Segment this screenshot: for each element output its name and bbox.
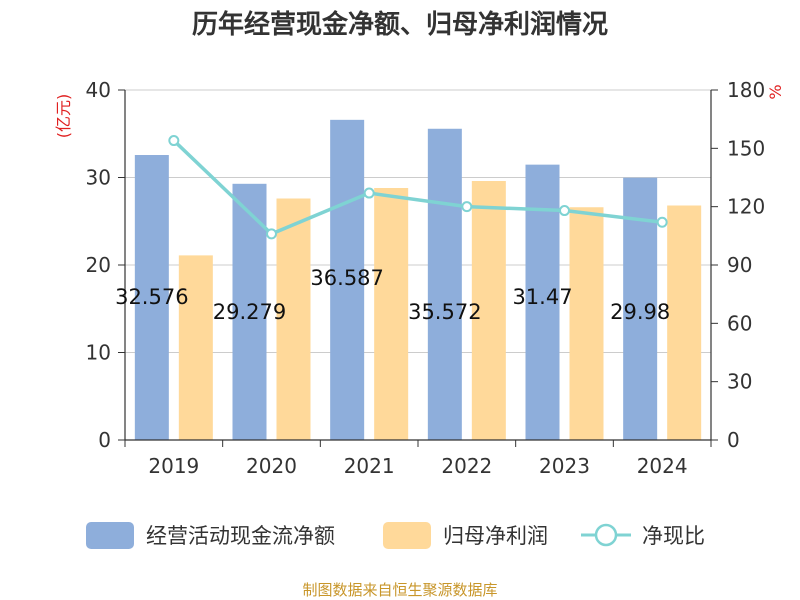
right-tick-label: 60: [727, 311, 752, 335]
source-note: 制图数据来自恒生聚源数据库: [302, 581, 497, 599]
bars: [134, 119, 702, 441]
left-tick-label: 0: [98, 428, 111, 452]
net-cash-ratio-point[interactable]: [656, 216, 668, 228]
net-cash-ratio-point[interactable]: [266, 228, 277, 240]
x-tick-label: 2020: [246, 454, 297, 478]
right-tick-label: 150: [727, 136, 765, 160]
x-tick-label: 2022: [441, 454, 492, 478]
right-tick-label: 180: [727, 78, 765, 102]
net-cash-ratio-point[interactable]: [168, 135, 180, 147]
cash-flow-data-label: 29.98: [610, 300, 670, 324]
right-tick-label: 30: [727, 370, 752, 394]
data-labels: 32.576 29.279 36.587 35.572 31.47 29.98: [115, 266, 670, 324]
cash-flow-bar[interactable]: [232, 183, 267, 441]
net-cash-ratio-point[interactable]: [461, 201, 473, 213]
right-tick-label: 90: [727, 253, 752, 277]
legend-label-profit: 归母净利润: [443, 524, 548, 548]
legend-swatch-profit: [383, 522, 431, 549]
right-axis-unit: %: [766, 84, 785, 99]
net-profit-bar[interactable]: [374, 188, 409, 440]
x-tick-label: 2019: [148, 454, 199, 478]
chart-title: 历年经营现金净额、归母净利润情况: [192, 9, 608, 40]
left-tick-label: 20: [86, 253, 111, 277]
x-tick-label: 2024: [637, 454, 688, 478]
net-profit-bar[interactable]: [471, 181, 506, 440]
axes: 0 10 20 30 40 0 30 60 90 120 150 180 2019 2020 2021 202…: [86, 78, 766, 478]
net-cash-ratio-point[interactable]: [559, 205, 570, 217]
cash-flow-bar[interactable]: [330, 119, 365, 441]
cash-flow-bar[interactable]: [427, 128, 462, 440]
cash-flow-data-label: 35.572: [408, 300, 481, 324]
cash-flow-bar[interactable]: [134, 155, 169, 440]
net-cash-ratio-point[interactable]: [363, 187, 375, 199]
right-tick-label: 0: [727, 428, 740, 452]
legend[interactable]: 经营活动现金流净额 归母净利润 净现比: [86, 522, 705, 549]
legend-label-ratio: 净现比: [642, 524, 705, 548]
cash-flow-data-label: 36.587: [310, 266, 383, 290]
left-tick-label: 40: [86, 78, 111, 102]
net-profit-bar[interactable]: [276, 198, 311, 441]
cash-flow-data-label: 31.47: [512, 285, 572, 309]
ratio-line: [168, 135, 668, 240]
grid: [125, 89, 711, 441]
net-profit-bar[interactable]: [569, 207, 604, 440]
cash-flow-data-label: 32.576: [115, 285, 188, 309]
legend-label-cash: 经营活动现金流净额: [146, 524, 335, 548]
left-tick-label: 10: [86, 341, 111, 365]
net-profit-bar[interactable]: [178, 255, 213, 440]
net-cash-ratio-line: [172, 139, 663, 236]
legend-swatch-ratio-marker: [594, 523, 618, 547]
right-tick-label: 120: [727, 195, 765, 219]
left-axis-unit: (亿元): [54, 94, 73, 139]
cash-flow-data-label: 29.279: [213, 300, 286, 324]
legend-swatch-cash: [86, 522, 134, 549]
x-tick-label: 2021: [344, 454, 395, 478]
x-tick-label: 2023: [539, 454, 590, 478]
net-profit-bar[interactable]: [667, 205, 702, 441]
left-tick-label: 30: [86, 166, 111, 190]
